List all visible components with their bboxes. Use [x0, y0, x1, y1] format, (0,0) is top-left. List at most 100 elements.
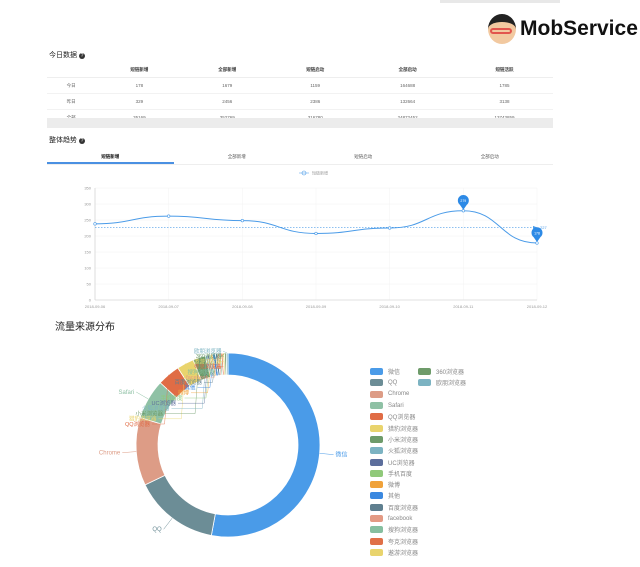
legend-label: Safari	[388, 402, 404, 409]
brand-name: MobService	[520, 17, 638, 40]
legend-swatch	[370, 515, 383, 522]
trend-line-chart: 0 50 100 150 200 250 300 350 2018-09-06 2018-09-0…	[84, 170, 548, 310]
legend-item[interactable]: Safari	[370, 400, 418, 411]
legend-swatch	[370, 447, 383, 455]
table-cell: 今日	[47, 77, 96, 94]
legend-label: 夸克浏览器	[388, 539, 419, 546]
mascot-icon	[488, 14, 516, 44]
legend-swatch	[370, 368, 383, 376]
legend-item[interactable]: 其他	[370, 490, 418, 501]
marker-label: 279	[460, 199, 466, 203]
leader-line	[158, 363, 186, 420]
legend-swatch	[370, 379, 383, 387]
x-tick-label: 2018-09-11	[453, 304, 474, 309]
slice-18	[225, 352, 229, 376]
help-icon[interactable]: ?	[79, 138, 85, 144]
y-tick-label: 50	[87, 282, 92, 287]
x-tick-label: 2018-09-09	[306, 304, 327, 309]
trend-tabs: 短链新增 全部新增 短链启动 全部启动	[47, 150, 553, 165]
slice-label: QQ	[152, 527, 162, 533]
table-cell: 132664	[359, 93, 457, 110]
slice-0	[210, 352, 321, 538]
slice-label: 360浏览器	[196, 352, 222, 360]
slice-label: 搜狗浏览器	[187, 368, 215, 376]
x-tick-label: 2018-09-12	[527, 304, 548, 309]
help-icon[interactable]: ?	[79, 53, 85, 59]
col-header: 短链新增	[95, 63, 184, 78]
legend-label: UC浏览器	[388, 460, 415, 467]
legend-item[interactable]: 小米浏览器	[370, 434, 418, 445]
legend-swatch	[370, 481, 383, 489]
tab-3[interactable]: 全部启动	[480, 154, 499, 159]
leader-line	[220, 352, 226, 357]
table-cell: 2456	[183, 93, 272, 110]
table-row: 昨日 329 2456 2386 132664 3138	[47, 93, 553, 110]
legend-label: 360浏览器	[436, 370, 465, 377]
divider-bar	[47, 118, 553, 128]
slice-label: UC浏览器	[152, 399, 177, 407]
legend-label: QQ	[388, 379, 398, 386]
legend-item[interactable]: facebook	[370, 513, 418, 524]
tab-2[interactable]: 短链启动	[354, 154, 373, 159]
table-cell: 1159	[271, 77, 360, 94]
legend-item[interactable]: QQ	[370, 377, 418, 388]
marker-label: 178	[534, 232, 540, 236]
legend-item[interactable]: 欧朋浏览器	[418, 377, 466, 388]
table-cell: 164688	[359, 77, 457, 94]
leader-line	[136, 391, 149, 400]
top-bar	[440, 0, 560, 3]
legend-item[interactable]: UC浏览器	[370, 456, 418, 467]
table-cell: 3138	[456, 93, 553, 110]
legend-item[interactable]: 遨游浏览器	[370, 547, 418, 558]
table-cell: 178	[95, 77, 184, 94]
table-cell: 329	[95, 93, 184, 110]
legend-swatch	[370, 424, 383, 432]
legend-item[interactable]: Chrome	[370, 389, 418, 400]
legend-item[interactable]: 百度浏览器	[370, 502, 418, 513]
table-cell: 昨日	[47, 93, 96, 110]
legend-label: 短链新增	[312, 170, 328, 176]
legend-label: 猎豹浏览器	[388, 426, 419, 433]
legend-label: 微信	[388, 370, 401, 377]
trend-title: 整体趋势?	[49, 137, 85, 144]
legend-item[interactable]: 手机百度	[370, 468, 418, 479]
tab-0[interactable]: 短链新增	[47, 150, 174, 164]
leader-line	[165, 357, 200, 414]
legend-item[interactable]: 火狐浏览器	[370, 445, 418, 456]
legend-item[interactable]: 猎豹浏览器	[370, 422, 418, 433]
y-tick-label: 150	[84, 250, 91, 255]
legend-label: facebook	[388, 515, 413, 522]
table-cell: 2386	[271, 93, 360, 110]
leader-line	[319, 453, 334, 455]
legend-swatch	[370, 402, 383, 410]
slice-label: facebook	[186, 375, 209, 381]
legend-item[interactable]: 360浏览器	[418, 366, 466, 377]
legend-swatch	[370, 492, 383, 500]
flow-title: 流量来源分布	[55, 322, 115, 333]
data-point	[167, 214, 171, 218]
legend-item[interactable]: 搜狗浏览器	[370, 524, 418, 535]
legend-swatch	[370, 526, 383, 534]
legend-item[interactable]: 夸克浏览器	[370, 535, 418, 546]
col-header: 全部新增	[183, 63, 272, 78]
col-header: 全部启动	[359, 63, 457, 78]
tab-1[interactable]: 全部新增	[227, 154, 246, 159]
average-arrow	[533, 225, 537, 229]
leader-line	[219, 353, 224, 362]
y-tick-label: 100	[84, 266, 91, 271]
legend-item[interactable]: QQ浏览器	[370, 411, 418, 422]
x-tick-label: 2018-09-06	[85, 304, 106, 309]
col-header: 短链启动	[271, 63, 360, 78]
y-tick-label: 350	[84, 186, 91, 191]
table-cell: 1785	[456, 77, 553, 94]
legend-item[interactable]: 微信	[370, 366, 418, 377]
data-point	[388, 226, 392, 230]
legend-swatch	[370, 503, 383, 511]
slice-label: Chrome	[99, 451, 121, 457]
today-title: 今日数据?	[49, 52, 85, 59]
legend-label: 其他	[388, 494, 401, 501]
legend-item[interactable]: 微博	[370, 479, 418, 490]
legend-label: 欧朋浏览器	[436, 381, 467, 388]
x-tick-label: 2018-09-07	[158, 304, 179, 309]
legend-swatch	[370, 458, 383, 466]
